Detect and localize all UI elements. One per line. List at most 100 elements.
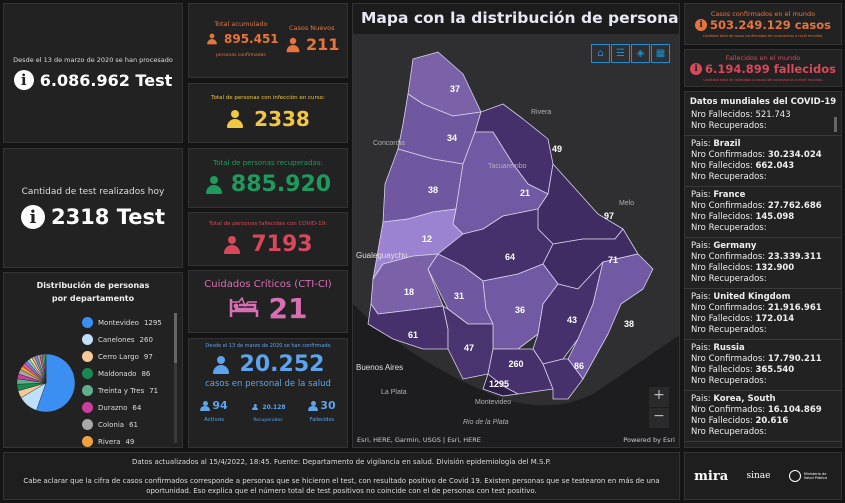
basemap-gallery-icon[interactable]: ▦ (651, 44, 670, 63)
list-item[interactable]: Pais: Korea, South Nro Confirmados: 16.10… (685, 391, 841, 442)
department-count-label: 64 (505, 252, 515, 262)
department-count-label: 260 (508, 359, 523, 369)
sinae-logo: sinae (746, 471, 771, 481)
map-canvas[interactable]: 37 34 38 49 21 97 12 64 71 18 31 36 43 38 61 47 260 86 129… (353, 34, 680, 448)
person-icon (200, 400, 211, 411)
zoom-in-button[interactable]: + (649, 387, 669, 407)
department-count-label: 38 (624, 319, 634, 329)
person-icon (226, 110, 244, 128)
list-item[interactable]: Pais: Russia Nro Confirmados: 17.790.211 N… (685, 340, 841, 391)
legend-item[interactable]: Canelones 260 (82, 331, 162, 348)
legend-value: 64 (132, 403, 142, 412)
total-accumulated-value: 895.451 (224, 32, 279, 46)
powered-by-esri[interactable]: Powered by Esri (623, 436, 675, 444)
tests-today-card: Cantidad de test realizados hoy i 2318 Te… (3, 148, 183, 268)
seal-icon (788, 470, 801, 482)
person-icon (308, 400, 319, 411)
legend-label: Rivera (98, 437, 121, 446)
legend-item[interactable]: Durazno 64 (82, 399, 162, 416)
pie-slice[interactable] (44, 353, 47, 384)
department-count-label: 1295 (489, 379, 509, 389)
legend-value: 61 (129, 420, 138, 429)
department-count-label: 43 (567, 315, 577, 325)
health-value: 20.252 (239, 352, 325, 377)
legend-scrollbar[interactable] (174, 313, 177, 443)
health-deaths-value: 30 (320, 399, 336, 412)
legend-item[interactable]: Rivera 49 (82, 433, 162, 447)
legend-label: Montevideo (98, 318, 139, 327)
list-item[interactable]: Pais: Brazil Nro Confirmados: 30.234.024 N… (685, 136, 841, 187)
world-list-card: Datos mundiales del COVID-19 Nro Falleci… (684, 91, 842, 448)
country-name: France (713, 190, 746, 200)
department-count-label: 31 (454, 291, 464, 301)
person-icon (252, 404, 259, 410)
recovered-card: Total de personas recuperadas: 885.920 (188, 148, 348, 208)
critical-care-card: Cuidados Críticos (CTI-CI) 21 (188, 270, 348, 333)
list-item[interactable]: Pais: Germany Nro Confirmados: 23.339.311… (685, 238, 841, 289)
distribution-pie-chart[interactable] (16, 353, 76, 413)
department-count-label: 21 (520, 188, 530, 198)
world-deaths-label: Fallecidos en el mundo (725, 54, 801, 62)
layers-icon[interactable]: ◈ (631, 44, 650, 63)
list-item[interactable]: Pais: France Nro Confirmados: 27.762.686 N… (685, 187, 841, 238)
department-region[interactable] (482, 373, 519, 397)
country-confirmed: 30.234.024 (767, 150, 822, 160)
department-count-label: 61 (408, 330, 418, 340)
tests-caption: Desde el 13 de marzo de 2020 se han proc… (13, 56, 173, 64)
legend-swatch (82, 419, 93, 430)
active-value: 2338 (254, 107, 310, 131)
department-region[interactable] (567, 253, 654, 380)
legend-swatch (82, 402, 93, 413)
world-list-title: Datos mundiales del COVID-19 (689, 97, 837, 107)
city-label: La Plata (381, 389, 407, 396)
logos-panel: mira sinae Ministerio de Salud Pública (684, 452, 842, 500)
health-active-value: 94 (212, 399, 228, 412)
legend-swatch (82, 317, 93, 328)
department-count-label: 47 (464, 343, 474, 353)
world-confirmed-label: Casos confirmados en el mundo (710, 10, 816, 18)
list-scrollbar[interactable] (834, 117, 837, 132)
city-label: Tacuarembo (488, 163, 527, 170)
department-count-label: 86 (574, 361, 584, 371)
country-name: United Kingdom (713, 292, 791, 302)
legend-label: Maldonado (98, 369, 137, 378)
distribution-legend: Montevideo 1295 Canelones 260 Cerro Largo 97 M… (82, 314, 162, 447)
legend-value: 97 (143, 352, 153, 361)
legend-value: 49 (125, 437, 135, 446)
world-deaths-value: 6.194.899 fallecidos (705, 62, 836, 76)
list-icon[interactable]: ☰ (611, 44, 630, 63)
list-item[interactable]: Pais: United Kingdom Nro Confirmados: 21.… (685, 289, 841, 340)
legend-value: 260 (139, 335, 153, 344)
legend-item[interactable]: Montevideo 1295 (82, 314, 162, 331)
country-confirmed: 27.762.686 (767, 201, 822, 211)
legend-item[interactable]: Maldonado 86 (82, 365, 162, 382)
department-region[interactable] (542, 358, 584, 400)
footer: Datos actualizados al 15/4/2022, 18:45. … (3, 452, 680, 500)
map-toolbar: ⌂ ☰ ◈ ▦ (591, 44, 670, 63)
city-label: Gualeguaychu (356, 251, 408, 260)
legend-value: 71 (149, 386, 159, 395)
distribution-title: Distribución de personas por departament… (36, 281, 150, 303)
new-cases-label: Casos Nuevos (288, 24, 335, 32)
legend-swatch (82, 334, 93, 345)
city-label: Concordia (373, 140, 405, 147)
tests-today-value: 2318 Test (50, 205, 166, 229)
home-icon[interactable]: ⌂ (591, 44, 610, 63)
country-deaths: 662.043 (755, 161, 795, 171)
person-icon (286, 37, 300, 52)
map-panel: Mapa con la distribución de personas 37 3… (352, 3, 680, 448)
legend-item[interactable]: Colonia 61 (82, 416, 162, 433)
active-card: Total de personas con infección en curso… (188, 83, 348, 143)
world-confirmed-value: 503.249.129 casos (710, 18, 831, 32)
deaths-card: Total de personas fallecidas con COVID-1… (188, 212, 348, 266)
list-item[interactable]: Nro Fallecidos: 521.743 Nro Recuperados: (685, 110, 841, 136)
zoom-out-button[interactable]: − (649, 408, 669, 428)
country-name: Korea, South (713, 394, 776, 404)
country-confirmed: 17.790.211 (767, 354, 822, 364)
footer-updated: Datos actualizados al 15/4/2022, 18:45. … (131, 458, 552, 466)
tests-value: 6.086.962 Test (39, 70, 173, 90)
map-title: Mapa con la distribución de personas (353, 4, 679, 34)
legend-item[interactable]: Treinta y Tres 71 (82, 382, 162, 399)
legend-item[interactable]: Cerro Largo 97 (82, 348, 162, 365)
city-label: Rio de la Plata (463, 419, 509, 426)
